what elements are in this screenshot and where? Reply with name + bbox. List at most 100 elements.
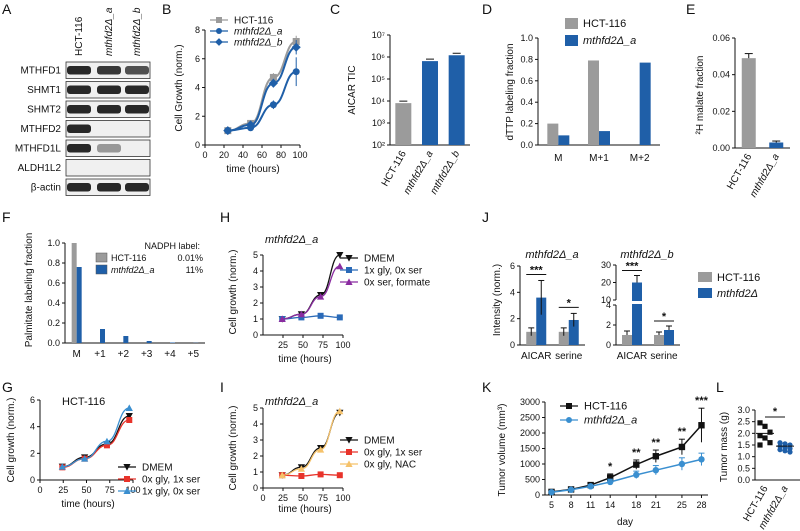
- x-tick-label: +3: [141, 349, 153, 360]
- bar: [422, 61, 438, 145]
- y-axis-label: Cell growth (norm.): [6, 397, 17, 482]
- legend-marker: [345, 437, 353, 444]
- panel-d-chart: 0.0 0.2 0.4 0.6 0.8 1.0 dTTP labeling fraction…: [505, 18, 660, 164]
- legend-marker: [216, 17, 222, 23]
- data-point: [698, 456, 705, 463]
- data-point: [246, 120, 256, 130]
- y-tick-label: 0.0: [520, 140, 533, 150]
- lane-label: mthfd2Δ_b: [132, 7, 143, 56]
- data-point: [567, 486, 575, 493]
- legend-marker: [345, 460, 353, 467]
- panel-letter-l: L: [716, 379, 724, 395]
- data-point: [757, 420, 763, 426]
- y-tick-label: 0.8: [47, 258, 60, 268]
- legend-marker: [566, 417, 572, 423]
- x-tick-label: 100: [335, 493, 350, 503]
- bar: [639, 62, 651, 145]
- protein-label: SHMT1: [27, 85, 61, 96]
- legend-label: mthfd2Δ_a: [111, 265, 155, 275]
- series-line: [551, 458, 702, 493]
- x-tick-label: M+2: [630, 153, 650, 164]
- legend-value: 0.01%: [177, 253, 203, 263]
- data-point: [607, 474, 614, 481]
- data-point: [767, 429, 773, 435]
- y-tick-label: 2.5: [737, 417, 750, 427]
- panel-letter-b: B: [162, 1, 171, 17]
- data-point: [336, 314, 343, 321]
- y-tick-label: 1500: [520, 444, 540, 454]
- bar: [448, 55, 465, 145]
- bar: [622, 335, 632, 345]
- legend-marker: [346, 267, 352, 273]
- y-tick-label: 10⁵: [371, 74, 385, 84]
- data-point: [103, 442, 110, 449]
- legend-label: mthfd2Δ_a: [583, 35, 636, 47]
- panel-j-chart: Intensity (norm.) mthfd2Δ_a 0 2 4 6 AICAR *** se…: [492, 249, 760, 362]
- significance-mark: *: [608, 461, 613, 473]
- data-point: [317, 471, 324, 478]
- data-point: [336, 262, 344, 270]
- y-tick-label: 2: [195, 111, 200, 121]
- legend-marker: [345, 255, 353, 262]
- y-axis-label: Intensity (norm.): [492, 264, 503, 336]
- data-point: [103, 437, 111, 445]
- legend-label: mthfd2Δ_a: [234, 27, 283, 38]
- x-axis-label: time (hours): [226, 164, 279, 175]
- bar: [526, 331, 537, 345]
- legend-label: 0x ser, formate: [364, 278, 431, 289]
- x-tick-label: 28: [696, 500, 706, 510]
- significance-mark: *: [662, 311, 667, 323]
- legend-label: DMEM: [364, 254, 395, 265]
- x-tick-label: 50: [298, 493, 308, 503]
- data-point: [787, 449, 793, 455]
- x-tick-label: 11: [586, 500, 595, 510]
- x-tick-label: 14: [605, 500, 615, 510]
- x-tick-label: serine: [555, 351, 583, 362]
- blot-band: [67, 144, 91, 153]
- y-tick-label: 0.00: [712, 143, 730, 153]
- data-point: [678, 443, 686, 451]
- data-point: [607, 478, 614, 486]
- legend-label: DMEM: [364, 436, 395, 447]
- panel-g-chart: HCT-116 0 2 4 6 0 25 50 75 100 time (hours) Cell gr…: [6, 395, 201, 510]
- protein-label: MTHFD2: [20, 124, 61, 135]
- x-tick-label: 8: [569, 500, 574, 510]
- series-line: [282, 254, 341, 320]
- legend-label: 0x gly, 1x ser: [364, 448, 423, 459]
- legend-marker: [215, 38, 223, 46]
- blot-band: [97, 144, 121, 153]
- data-point: [297, 465, 305, 472]
- legend-swatch: [565, 18, 578, 29]
- y-tick-label: 0.06: [712, 33, 730, 43]
- y-tick-label: 2: [510, 314, 515, 324]
- bar: [558, 135, 570, 145]
- blot-band: [125, 66, 149, 75]
- y-tick-label: 1: [253, 314, 258, 324]
- y-tick-label: 0: [510, 340, 515, 350]
- data-point: [652, 453, 660, 460]
- protein-label: β-actin: [31, 182, 61, 193]
- y-tick-label: 0.02: [712, 106, 730, 116]
- data-point: [278, 471, 286, 479]
- x-tick-label: 25: [58, 485, 68, 495]
- y-tick-label: 2: [606, 320, 611, 330]
- y-tick-label: 4: [253, 419, 258, 429]
- bar: [741, 58, 756, 148]
- legend-marker: [124, 476, 130, 482]
- panel-h-chart: mthfd2Δ_a 0 1 2 3 4 5 25 50 75 100 time (hours) Cell…: [228, 234, 431, 365]
- protein-label: SHMT2: [27, 104, 61, 115]
- subplot-title: mthfd2Δ_b: [620, 249, 673, 261]
- blot-band: [67, 124, 91, 133]
- protein-label: ALDH1L2: [18, 163, 62, 174]
- y-tick-label: 0.2: [47, 318, 60, 328]
- series-line: [62, 415, 130, 468]
- panel-letter-f: F: [2, 209, 11, 225]
- y-tick-label: 4: [510, 287, 515, 297]
- x-tick-label: AICAR: [617, 351, 648, 362]
- x-tick-label: 100: [125, 485, 140, 495]
- x-tick-label: 18: [631, 500, 641, 510]
- y-tick-label: 10⁶: [371, 52, 385, 62]
- panel-letter-e: E: [686, 1, 695, 17]
- y-tick-label: 5: [253, 250, 258, 260]
